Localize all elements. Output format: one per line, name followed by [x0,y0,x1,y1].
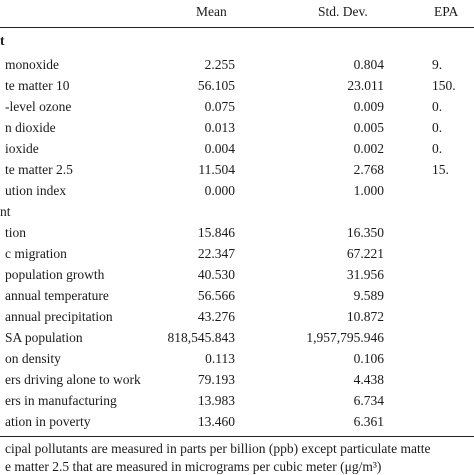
std-dev-value: 0.106 [353,351,384,366]
epa-value: 0. [432,141,443,156]
mean-value: 0.013 [204,120,235,135]
row-label: ers driving alone to work [5,372,141,387]
header-epa: EPA [434,4,459,19]
row-label: tion [5,225,27,240]
table-row: ers in manufacturing 13.983 6.734 [0,390,474,411]
mean-value: 2.255 [204,57,235,72]
table-row: tion 15.846 16.350 [0,222,474,243]
table-row: ers driving alone to work 79.193 4.438 [0,369,474,390]
header-mean: Mean [196,4,227,19]
mean-value: 13.983 [197,393,235,408]
section-label-2: nt [0,204,11,219]
mean-value: 56.105 [197,78,235,93]
row-label: ioxide [5,141,39,156]
std-dev-value: 0.002 [353,141,384,156]
table-row: on density 0.113 0.106 [0,348,474,369]
epa-value: 0. [432,99,443,114]
std-dev-value: 1.000 [353,183,384,198]
footnote-line-2: e matter 2.5 that are measured in microg… [5,459,382,474]
epa-value: 15. [432,162,449,177]
row-label: SA population [5,330,83,345]
mean-value: 0.075 [204,99,235,114]
table-row: n dioxide 0.013 0.005 0. [0,117,474,138]
bottom-rule [0,436,474,437]
row-label: te matter 2.5 [5,162,73,177]
table-row: c migration 22.347 67.221 [0,243,474,264]
table-row: ioxide 0.004 0.002 0. [0,138,474,159]
std-dev-value: 9.589 [353,288,384,303]
mean-value: 15.846 [197,225,235,240]
table-row: monoxide 2.255 0.804 9. [0,54,474,75]
section-row-1: t [0,30,474,51]
std-dev-value: 2.768 [353,162,384,177]
mean-value: 0.004 [204,141,235,156]
mean-value: 56.566 [197,288,235,303]
std-dev-value: 0.804 [353,57,384,72]
mean-value: 11.504 [198,162,235,177]
mean-value: 13.460 [197,414,235,429]
row-label: population growth [5,267,105,282]
std-dev-value: 10.872 [346,309,384,324]
row-label: te matter 10 [5,78,70,93]
mean-value: 0.000 [204,183,235,198]
table-row: te matter 10 56.105 23.011 150. [0,75,474,96]
std-dev-value: 0.005 [353,120,384,135]
row-label: ers in manufacturing [5,393,117,408]
std-dev-value: 31.956 [346,267,384,282]
row-label: monoxide [5,57,59,72]
std-dev-value: 67.221 [346,246,384,261]
header-rule [0,27,474,28]
std-dev-value: 0.009 [353,99,384,114]
mean-value: 818,545.843 [167,330,236,345]
std-dev-value: 6.734 [353,393,384,408]
std-dev-value: 6.361 [353,414,384,429]
table-row: -level ozone 0.075 0.009 0. [0,96,474,117]
row-label: annual precipitation [5,309,113,324]
table-row: population growth 40.530 31.956 [0,264,474,285]
table-row: ation in poverty 13.460 6.361 [0,411,474,432]
table-row: annual temperature 56.566 9.589 [0,285,474,306]
row-label: on density [5,351,61,366]
row-label: -level ozone [5,99,72,114]
mean-value: 0.113 [205,351,235,366]
mean-value: 22.347 [197,246,235,261]
footnote-line-1: cipal pollutants are measured in parts p… [5,441,431,456]
std-dev-value: 1,957,795.946 [306,330,384,345]
epa-value: 150. [432,78,456,93]
table-row: annual precipitation 43.276 10.872 [0,306,474,327]
mean-value: 40.530 [197,267,235,282]
section-label-1: t [0,33,5,48]
mean-value: 79.193 [197,372,235,387]
epa-value: 0. [432,120,443,135]
row-label: ation in poverty [5,414,91,429]
section-row-2: nt [0,201,474,222]
std-dev-value: 4.438 [353,372,384,387]
header-std-dev: Std. Dev. [318,4,368,19]
row-label: n dioxide [5,120,56,135]
row-label: c migration [5,246,67,261]
table-row: ution index 0.000 1.000 [0,180,474,201]
std-dev-value: 16.350 [346,225,384,240]
row-label: ution index [5,183,67,198]
table-row: te matter 2.5 11.504 2.768 15. [0,159,474,180]
row-label: annual temperature [5,288,109,303]
table-row: SA population 818,545.843 1,957,795.946 [0,327,474,348]
std-dev-value: 23.011 [347,78,384,93]
mean-value: 43.276 [197,309,235,324]
epa-value: 9. [432,57,443,72]
